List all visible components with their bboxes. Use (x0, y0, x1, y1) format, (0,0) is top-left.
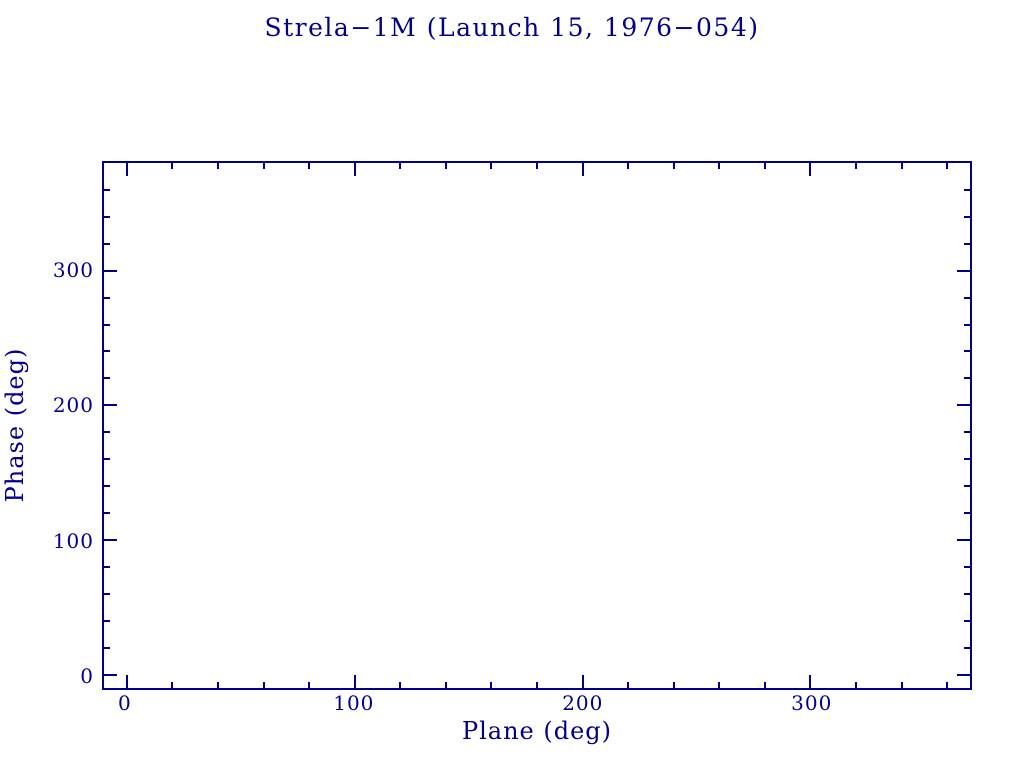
y-major-tick (104, 269, 117, 272)
y-tick-label: 100 (52, 528, 94, 553)
x-minor-tick (855, 163, 858, 169)
y-minor-tick (104, 458, 110, 461)
y-minor-tick (104, 215, 110, 218)
x-minor-tick (308, 163, 311, 169)
y-minor-tick (104, 188, 110, 191)
y-minor-tick (104, 646, 110, 649)
x-minor-tick (216, 682, 219, 688)
x-major-tick (353, 163, 356, 176)
x-minor-tick (627, 682, 630, 688)
y-minor-tick (964, 188, 970, 191)
x-minor-tick (900, 163, 903, 169)
y-axis-label: Phase (deg) (1, 347, 29, 503)
y-major-tick (104, 673, 117, 676)
y-major-tick (957, 538, 970, 541)
x-major-tick (125, 675, 128, 688)
y-minor-tick (964, 512, 970, 514)
x-minor-tick (490, 163, 493, 169)
y-minor-tick (104, 619, 110, 622)
x-minor-tick (536, 163, 538, 169)
x-minor-tick (308, 682, 311, 688)
x-tick-label: 300 (791, 691, 833, 715)
y-minor-tick (104, 565, 110, 568)
x-minor-tick (490, 682, 493, 688)
y-tick-label: 300 (52, 257, 94, 282)
x-axis-tick-labels: 0 100 200 300 (102, 691, 972, 717)
y-minor-tick (104, 296, 110, 299)
x-minor-tick (763, 163, 766, 169)
x-minor-tick (171, 682, 174, 688)
x-minor-tick (718, 682, 721, 688)
y-minor-tick (964, 350, 970, 353)
x-tick-label: 100 (333, 691, 375, 715)
x-minor-tick (444, 163, 447, 169)
x-minor-tick (262, 682, 265, 688)
y-minor-tick (104, 377, 110, 380)
y-minor-tick (964, 565, 970, 568)
x-major-tick (581, 163, 584, 176)
y-tick-label: 0 (80, 664, 94, 689)
x-minor-tick (171, 163, 174, 169)
y-minor-tick (104, 485, 110, 488)
x-minor-tick (946, 163, 949, 169)
y-major-tick (104, 538, 117, 541)
y-minor-tick (964, 619, 970, 622)
x-minor-tick (718, 163, 721, 169)
x-minor-tick (672, 682, 675, 688)
y-minor-tick (964, 646, 970, 649)
x-minor-tick (763, 682, 766, 688)
y-minor-tick (104, 350, 110, 353)
x-tick-label: 0 (118, 691, 132, 715)
y-minor-tick (104, 512, 110, 514)
y-major-tick (957, 404, 970, 407)
y-minor-tick (964, 592, 970, 595)
y-minor-tick (104, 592, 110, 595)
y-minor-tick (964, 296, 970, 299)
x-minor-tick (672, 163, 675, 169)
x-major-tick (353, 675, 356, 688)
y-major-tick (957, 269, 970, 272)
x-minor-tick (900, 682, 903, 688)
y-minor-tick (964, 323, 970, 326)
y-minor-tick (964, 242, 970, 245)
y-minor-tick (964, 377, 970, 380)
x-major-tick (809, 675, 812, 688)
x-minor-tick (627, 163, 630, 169)
chart-title: Strela−1M (Launch 15, 1976−054) (264, 13, 760, 42)
x-minor-tick (855, 682, 858, 688)
x-major-tick (809, 163, 812, 176)
y-minor-tick (104, 242, 110, 245)
x-axis-label: Plane (deg) (461, 717, 613, 745)
x-minor-tick (536, 682, 538, 688)
y-major-tick (104, 404, 117, 407)
y-minor-tick (964, 458, 970, 461)
x-major-tick (581, 675, 584, 688)
x-minor-tick (262, 163, 265, 169)
x-minor-tick (216, 163, 219, 169)
y-tick-label: 200 (52, 393, 94, 418)
x-minor-tick (399, 163, 402, 169)
y-axis-tick-labels: 0 100 200 300 (0, 161, 94, 690)
plot-frame (102, 161, 972, 690)
x-minor-tick (399, 682, 402, 688)
x-tick-label: 200 (562, 691, 604, 715)
y-minor-tick (964, 485, 970, 488)
x-minor-tick (946, 682, 949, 688)
x-major-tick (125, 163, 128, 176)
y-minor-tick (964, 431, 970, 434)
y-major-tick (957, 673, 970, 676)
y-minor-tick (964, 215, 970, 218)
y-minor-tick (104, 323, 110, 326)
x-minor-tick (444, 682, 447, 688)
y-minor-tick (104, 431, 110, 434)
